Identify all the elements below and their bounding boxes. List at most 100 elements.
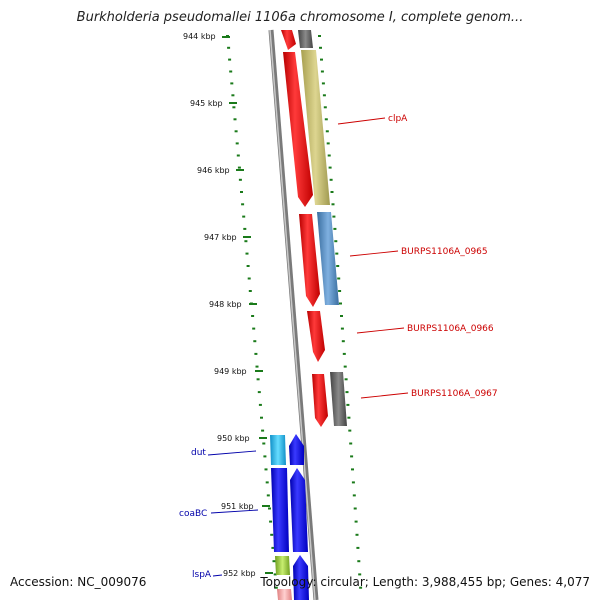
- map-title: Burkholderia pseudomallei 1106a chromoso…: [76, 10, 524, 25]
- scale-tick: [329, 178, 333, 181]
- scale-tick: [270, 533, 274, 536]
- scale-tick: [266, 494, 270, 497]
- scale-tick: [334, 240, 338, 243]
- scale-tick: [328, 166, 332, 169]
- feature-bar-lime: [275, 556, 290, 575]
- gene-label-BURPS1106A_0967[interactable]: BURPS1106A_0967: [411, 389, 498, 399]
- scale-label-947: 947 kbp: [204, 233, 237, 242]
- leader-clpA: [337, 117, 386, 125]
- scale-tick: [257, 391, 261, 394]
- scale-tick: [240, 191, 243, 193]
- leader-BURPS1106A_0967: [360, 392, 409, 399]
- scale-tick: [339, 302, 342, 305]
- gene-BURPS1106A_0966[interactable]: [307, 311, 325, 362]
- scale-tick: [348, 429, 352, 432]
- scale-tick: [333, 227, 337, 230]
- scale-tick: [319, 46, 322, 49]
- gene-label-coaBC[interactable]: coaBC: [179, 509, 207, 519]
- gene-label-clpA[interactable]: clpA: [388, 114, 408, 124]
- scale-major-tick: [229, 102, 237, 104]
- scale-tick: [236, 154, 240, 157]
- scale-tick: [258, 403, 262, 406]
- scale-tick: [260, 416, 263, 419]
- scale-tick: [253, 340, 257, 343]
- scale-tick: [345, 391, 349, 394]
- scale-tick: [350, 455, 354, 458]
- scale-tick: [359, 586, 363, 589]
- scale-tick: [242, 215, 246, 218]
- leader-BURPS1106A_0965: [349, 250, 399, 257]
- scale-tick: [332, 215, 336, 218]
- leader-coaBC: [210, 509, 259, 514]
- gene-BURPS1106A_0967[interactable]: [312, 374, 328, 427]
- gene-coaBC[interactable]: [290, 468, 308, 552]
- scale-major-tick: [259, 437, 267, 439]
- scale-tick: [274, 586, 278, 589]
- scale-tick: [342, 352, 346, 355]
- feature-bar-steel: [317, 212, 339, 305]
- scale-major-ticks: [222, 36, 273, 574]
- scale-tick: [340, 315, 343, 317]
- scale-label-952: 952 kbp: [223, 569, 256, 578]
- scale-label-944: 944 kbp: [183, 32, 216, 41]
- scale-ticks-right: [318, 35, 363, 589]
- gene-label-BURPS1106A_0965[interactable]: BURPS1106A_0965: [401, 247, 488, 257]
- scale-tick: [263, 455, 267, 458]
- scale-tick: [320, 58, 323, 61]
- scale-major-tick: [243, 236, 251, 238]
- gene-label-BURPS1106A_0966[interactable]: BURPS1106A_0966: [407, 324, 494, 334]
- forward-gene-top[interactable]: [281, 30, 296, 50]
- scale-label-945: 945 kbp: [190, 99, 223, 108]
- scale-tick: [237, 166, 241, 169]
- scale-tick: [325, 130, 329, 133]
- topology-text: Topology: circular; Length: 3,988,455 bp…: [260, 575, 590, 589]
- scale-tick: [356, 546, 360, 549]
- gene-label-lspA[interactable]: lspA: [192, 570, 212, 580]
- scale-tick: [252, 327, 256, 330]
- scale-label-949: 949 kbp: [214, 367, 247, 376]
- scale-tick: [271, 546, 275, 549]
- scale-tick: [346, 403, 350, 406]
- scale-tick: [318, 35, 321, 37]
- scale-tick: [245, 252, 249, 255]
- leader-BURPS1106A_0966: [356, 327, 405, 334]
- scale-ticks-left: [226, 35, 278, 589]
- scale-tick: [261, 429, 265, 432]
- feature-bar-cyan: [270, 435, 286, 465]
- scale-major-tick: [222, 36, 230, 38]
- feature-bar-gray-top: [298, 30, 313, 48]
- scale-tick: [349, 442, 353, 445]
- scale-tick: [246, 265, 250, 267]
- gene-dut[interactable]: [289, 434, 304, 465]
- scale-tick: [353, 507, 357, 510]
- scale-tick: [234, 130, 238, 133]
- gene-lspA[interactable]: [293, 555, 309, 600]
- scale-tick: [235, 142, 239, 145]
- gene-left-reverse[interactable]: [271, 468, 289, 552]
- feature-bar-gray-mid: [330, 372, 347, 426]
- scale-tick: [338, 290, 342, 292]
- scale-tick: [335, 252, 339, 255]
- scale-tick: [358, 573, 362, 576]
- scale-tick: [248, 290, 252, 292]
- scale-tick: [324, 118, 328, 121]
- scale-tick: [227, 46, 231, 49]
- scale-tick: [322, 94, 326, 97]
- gene-label-dut[interactable]: dut: [191, 448, 206, 458]
- scale-tick: [344, 378, 348, 381]
- scale-tick: [243, 227, 247, 230]
- scale-tick: [351, 481, 355, 484]
- scale-tick: [244, 240, 248, 243]
- scale-tick: [355, 533, 359, 536]
- scale-tick: [256, 378, 260, 381]
- gene-clpA[interactable]: [283, 52, 313, 207]
- scale-tick: [262, 442, 266, 445]
- scale-tick: [340, 327, 344, 330]
- leader-lspA: [212, 574, 223, 577]
- scale-tick: [228, 58, 232, 61]
- scale-label-951: 951 kbp: [221, 502, 254, 511]
- scale-tick: [352, 494, 356, 497]
- scale-tick: [320, 70, 324, 73]
- gene-BURPS1106A_0965[interactable]: [299, 214, 320, 307]
